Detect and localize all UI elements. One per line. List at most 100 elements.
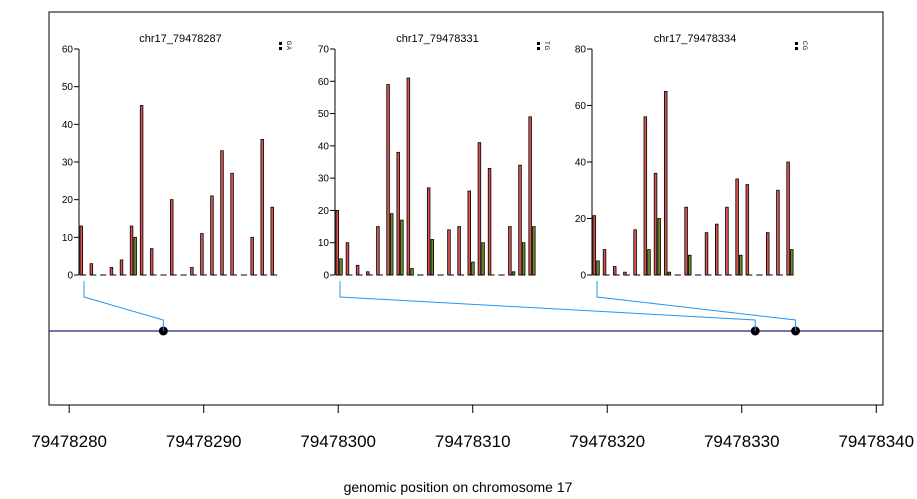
legend-swatch (795, 47, 798, 50)
y-tick-label: 60 (575, 101, 587, 112)
bar-T (457, 226, 461, 276)
bar-G (190, 267, 194, 276)
bar-T (396, 151, 400, 276)
y-tick-label: 10 (62, 233, 74, 244)
bar-C (613, 266, 617, 276)
plot-frame (48, 11, 884, 406)
legend-label: C (801, 41, 807, 46)
panel-chr17_79478334: 0 20 40 60 80 chr17_79478334 CG (575, 33, 807, 331)
bar-T (426, 187, 431, 276)
bar-T (335, 210, 340, 276)
y-tick-label: 0 (580, 271, 586, 282)
bar-C (623, 271, 627, 276)
x-tick-label: 79478300 (300, 432, 376, 451)
bar-T (376, 226, 380, 276)
bar-G (739, 254, 743, 276)
bar-C (745, 184, 750, 276)
bar-C (633, 229, 637, 276)
bar-G (250, 236, 254, 276)
bar-G (210, 195, 214, 276)
y-tick-label: 20 (575, 214, 587, 225)
y-tick-label: 30 (318, 174, 330, 185)
panel-title: chr17_79478334 (654, 33, 737, 45)
legend-label: G (285, 41, 291, 46)
bar-C (725, 206, 729, 276)
x-tick-label: 79478310 (435, 432, 511, 451)
y-tick-label: 0 (323, 271, 329, 282)
bar-G (220, 150, 224, 276)
bar-T (508, 226, 512, 276)
bar-G (79, 225, 84, 276)
bar-G (260, 138, 264, 276)
bar-G (270, 206, 274, 276)
legend-label: G (543, 46, 549, 51)
x-tick-label: 79478320 (569, 432, 645, 451)
bar-C (602, 249, 607, 276)
bar-T (477, 142, 482, 276)
x-tick-label: 79478330 (704, 432, 780, 451)
bar-G (657, 218, 661, 276)
snp-connector (83, 281, 164, 331)
bar-C (704, 232, 709, 276)
y-tick-label: 50 (62, 82, 74, 93)
bar-A (133, 236, 137, 276)
bar-G (596, 260, 600, 276)
panel-chr17_79478331: 0 10 20 30 40 50 60 70 chr17_79478331 TG (318, 33, 756, 331)
legend-swatch (279, 42, 282, 45)
bar-C (715, 223, 719, 276)
bar-C (776, 189, 780, 276)
bar-G (129, 225, 134, 276)
y-tick-label: 40 (575, 158, 587, 169)
bar-G (471, 261, 475, 276)
bar-T (366, 271, 370, 276)
bar-C (684, 206, 688, 276)
y-tick-label: 20 (318, 206, 330, 217)
bar-G (647, 249, 651, 276)
bar-C (592, 215, 597, 276)
y-tick-label: 80 (575, 45, 587, 56)
bar-T (447, 229, 451, 276)
bar-G (230, 172, 234, 276)
x-axis: 79478280 79478290 79478300 79478310 79478320… (31, 404, 914, 451)
bar-C (643, 116, 648, 276)
y-tick-label: 60 (62, 45, 74, 56)
bar-G (400, 219, 404, 276)
bar-G (521, 242, 526, 276)
bar-T (528, 116, 532, 276)
bar-G (89, 263, 94, 276)
y-tick-label: 0 (67, 271, 73, 282)
bar-G (430, 239, 435, 276)
bar-C (653, 172, 658, 276)
legend-swatch (279, 47, 282, 50)
bar-G (667, 271, 672, 276)
legend-swatch (537, 42, 540, 45)
legend-label: A (285, 46, 291, 50)
bar-C (664, 90, 668, 276)
bar-T (355, 264, 360, 276)
y-tick-label: 40 (318, 141, 330, 152)
genomic-track (49, 326, 883, 336)
bar-T (386, 84, 390, 276)
bar-G (389, 213, 394, 276)
panel-chr17_79478287: 0 10 20 30 40 50 60 chr17_79478287 GA (62, 33, 291, 331)
bar-G (139, 105, 144, 276)
bar-G (149, 248, 154, 276)
bar-T (345, 242, 350, 276)
bar-G (790, 249, 794, 276)
bar-C (735, 178, 739, 276)
legend-label: G (801, 46, 807, 51)
bar-T (467, 190, 471, 276)
bar-T (518, 164, 522, 276)
legend-swatch (795, 42, 798, 45)
bar-C (766, 232, 770, 276)
panel-title: chr17_79478331 (396, 33, 479, 45)
bar-G (688, 254, 692, 276)
bar-T (487, 168, 492, 276)
bar-C (786, 161, 790, 276)
bar-G (339, 258, 343, 276)
bar-G (511, 271, 516, 276)
x-axis-label: genomic position on chromosome 17 (344, 479, 573, 495)
y-tick-label: 70 (318, 45, 330, 56)
